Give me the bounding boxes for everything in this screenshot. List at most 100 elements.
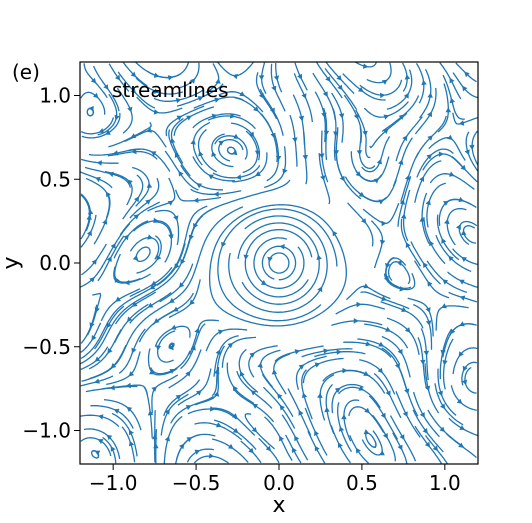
streamline-arrowhead	[131, 148, 137, 155]
streamline-arrowhead	[334, 387, 341, 393]
streamline-arrowhead	[232, 413, 238, 419]
streamlines-annotation: streamlines	[112, 78, 229, 102]
streamline-arrowhead	[129, 429, 134, 436]
streamline-arrowhead	[440, 403, 446, 410]
streamline-arrowhead	[425, 307, 431, 313]
streamline-arrowhead	[213, 391, 220, 397]
streamline-arrowhead	[333, 150, 339, 156]
streamline-arrowhead	[353, 318, 359, 324]
streamline-arrowhead	[423, 350, 430, 356]
streamline-arrowhead	[361, 218, 367, 224]
streamline-arrowhead	[127, 106, 133, 113]
streamline-arrowhead	[150, 151, 157, 157]
streamline-arrowhead	[459, 279, 465, 285]
streamline-arrowhead	[254, 150, 261, 156]
streamline-arrowhead	[364, 407, 370, 414]
streamline-arrowhead	[383, 114, 390, 120]
streamline-arrowhead	[317, 392, 323, 398]
streamline-arrowhead	[298, 410, 304, 416]
streamline-arrowhead	[461, 379, 468, 386]
streamline-arrowhead	[356, 150, 363, 156]
streamline-arrowhead	[275, 155, 282, 161]
streamline-arrowhead	[438, 151, 444, 157]
y-tick-label: −1.0	[22, 419, 71, 443]
streamline-arrowhead	[376, 158, 382, 165]
y-axis-ticks: −1.0 −0.5 0.0 0.5 1.0	[22, 84, 80, 443]
streamline-arrowhead	[153, 217, 159, 224]
streamline-arrowhead	[178, 170, 184, 177]
streamline-arrowhead	[394, 363, 400, 369]
streamline-arrowhead	[338, 113, 345, 119]
streamline-arrowhead	[106, 256, 112, 262]
streamline-arrowhead	[196, 183, 203, 189]
streamline-arrowhead	[294, 349, 301, 355]
streamline-arrowhead	[239, 91, 246, 97]
streamline-arrowhead	[215, 349, 221, 356]
streamline-arrowhead	[460, 164, 466, 171]
streamline-arrowhead	[190, 139, 196, 145]
streamline-arrowhead	[323, 348, 329, 354]
streamline-arrowhead	[404, 388, 410, 395]
streamline-arrowhead	[443, 201, 449, 206]
streamline-arrowhead	[273, 75, 280, 81]
streamline-arrowhead	[358, 86, 364, 93]
streamline-arrowhead	[469, 144, 475, 150]
streamline-arrowhead	[399, 199, 405, 205]
streamline-arrowhead	[399, 434, 405, 440]
streamline-arrowhead	[217, 329, 224, 335]
streamline-arrowhead	[279, 404, 285, 411]
streamline-arrowhead	[128, 371, 135, 377]
streamline-arrowhead	[316, 254, 322, 260]
streamline-arrowhead	[232, 385, 238, 392]
streamline-arrowhead	[337, 442, 343, 448]
streamline-arrowhead	[232, 427, 239, 434]
streamline-arrowhead	[464, 71, 470, 78]
streamline-arrowhead	[252, 403, 259, 409]
streamline-arrowhead	[319, 153, 325, 159]
streamline-arrowhead	[301, 392, 308, 398]
streamline-arrowhead	[170, 324, 177, 330]
streamline-arrowhead	[127, 179, 133, 185]
streamline-arrowhead	[186, 437, 193, 443]
streamline-arrowhead	[194, 327, 200, 334]
streamline-arrowhead	[445, 107, 452, 113]
streamline-arrowhead	[258, 92, 264, 99]
streamline-arrowhead	[169, 369, 176, 374]
streamline-arrowhead	[185, 405, 192, 411]
streamline-arrowhead	[427, 92, 433, 98]
streamline-arrowhead	[115, 296, 121, 302]
streamline-arrowhead	[193, 197, 199, 203]
streamline-arrowhead	[400, 213, 407, 219]
streamline-arrowhead	[424, 385, 431, 392]
streamline-arrowhead	[403, 92, 409, 99]
streamline-arrowhead	[385, 326, 391, 332]
streamline-arrowhead	[211, 151, 217, 157]
streamline-arrowhead	[265, 445, 272, 452]
streamline-arrowhead	[401, 306, 407, 312]
streamline-arrowhead	[373, 178, 380, 184]
streamline-arrowhead	[231, 149, 238, 156]
streamline-arrowhead	[213, 191, 219, 197]
streamline-arrowhead	[377, 367, 383, 374]
streamline-arrowhead	[89, 322, 95, 328]
streamline-arrowhead	[134, 196, 139, 203]
arrowheads-layer	[86, 63, 475, 459]
streamline-arrowhead	[216, 422, 222, 428]
streamline-arrowhead	[167, 75, 174, 81]
streamline-arrowhead	[421, 79, 427, 86]
streamline-arrowhead	[385, 390, 391, 397]
streamline-arrowhead	[114, 114, 120, 121]
streamline-arrowhead	[208, 453, 215, 459]
streamline-arrowhead	[398, 114, 405, 120]
streamline-arrowhead	[211, 113, 218, 119]
streamline-arrowhead	[175, 97, 182, 104]
streamline-arrowhead	[314, 445, 320, 452]
streamline-arrowhead	[218, 140, 224, 146]
streamline-arrowhead	[185, 371, 191, 377]
streamline-arrowhead	[462, 365, 468, 372]
streamline-arrowhead	[178, 282, 185, 288]
streamline-arrowhead	[458, 120, 465, 126]
streamline-arrowhead	[458, 351, 464, 357]
streamline-arrowhead	[251, 427, 258, 433]
